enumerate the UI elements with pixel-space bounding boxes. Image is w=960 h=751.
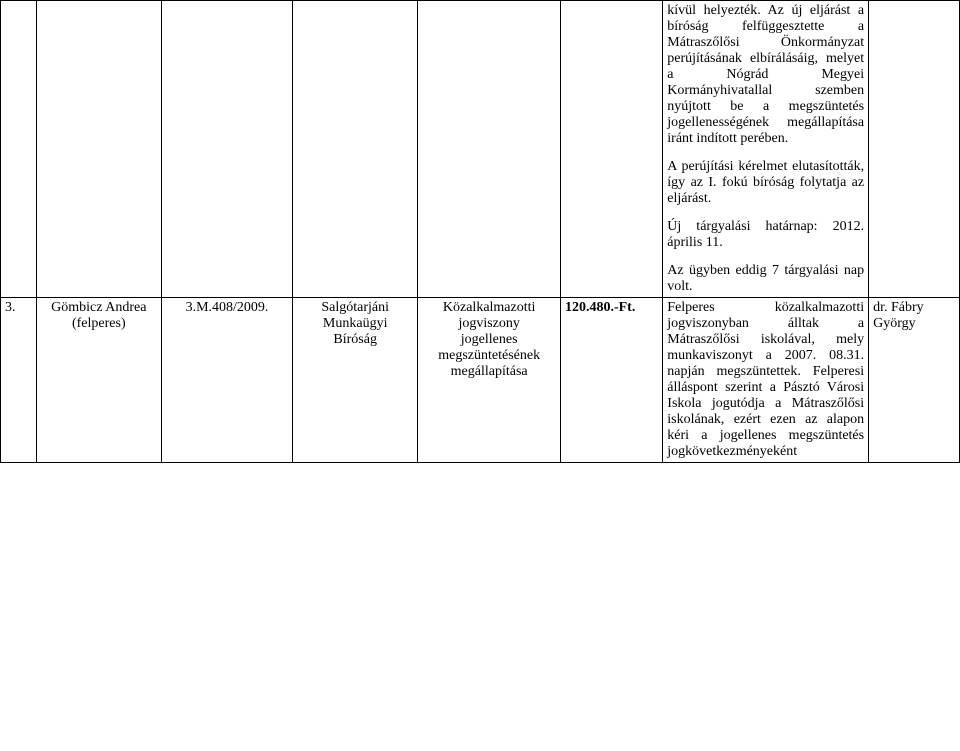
cell-amount (560, 1, 662, 298)
desc-paragraph: A perújítási kérelmet elutasították, így… (667, 159, 864, 207)
cell-amount: 120.480.-Ft. (560, 298, 662, 463)
cell-judge (869, 1, 960, 298)
plaintiff-role: (felperes) (72, 316, 126, 331)
cell-caseno (161, 1, 292, 298)
amount-value: 120.480.-Ft. (565, 300, 635, 315)
court-line: Salgótarjáni (321, 300, 389, 315)
cell-num (1, 1, 37, 298)
judge-line: dr. Fábry (873, 300, 924, 315)
cell-subject: Közalkalmazotti jogviszony jogellenes me… (418, 298, 561, 463)
desc-paragraph: Az ügyben eddig 7 tárgyalási nap volt. (667, 263, 864, 295)
subject-line: megállapítása (451, 364, 528, 379)
table-row: kívül helyezték. Az új eljárást a bírósá… (1, 1, 960, 298)
cell-court: Salgótarjáni Munkaügyi Bíróság (293, 298, 418, 463)
cell-court (293, 1, 418, 298)
cell-subject (418, 1, 561, 298)
court-line: Bíróság (333, 332, 377, 347)
subject-line: megszüntetésének (438, 348, 540, 363)
cell-plaintiff: Gömbicz Andrea (felperes) (36, 298, 161, 463)
cell-judge: dr. Fábry György (869, 298, 960, 463)
cell-plaintiff (36, 1, 161, 298)
court-line: Munkaügyi (323, 316, 388, 331)
subject-line: jogellenes (461, 332, 518, 347)
cell-description: Felperes közalkalmazotti jogviszonyban á… (663, 298, 869, 463)
judge-line: György (873, 316, 916, 331)
case-table: kívül helyezték. Az új eljárást a bírósá… (0, 0, 960, 463)
cell-num: 3. (1, 298, 37, 463)
cell-caseno: 3.M.408/2009. (161, 298, 292, 463)
table-row: 3. Gömbicz Andrea (felperes) 3.M.408/200… (1, 298, 960, 463)
subject-line: jogviszony (458, 316, 519, 331)
cell-description: kívül helyezték. Az új eljárást a bírósá… (663, 1, 869, 298)
plaintiff-name: Gömbicz Andrea (51, 300, 146, 315)
desc-paragraph: kívül helyezték. Az új eljárást a bírósá… (667, 3, 864, 147)
desc-paragraph: Új tárgyalási határnap: 2012. április 11… (667, 219, 864, 251)
subject-line: Közalkalmazotti (443, 300, 536, 315)
